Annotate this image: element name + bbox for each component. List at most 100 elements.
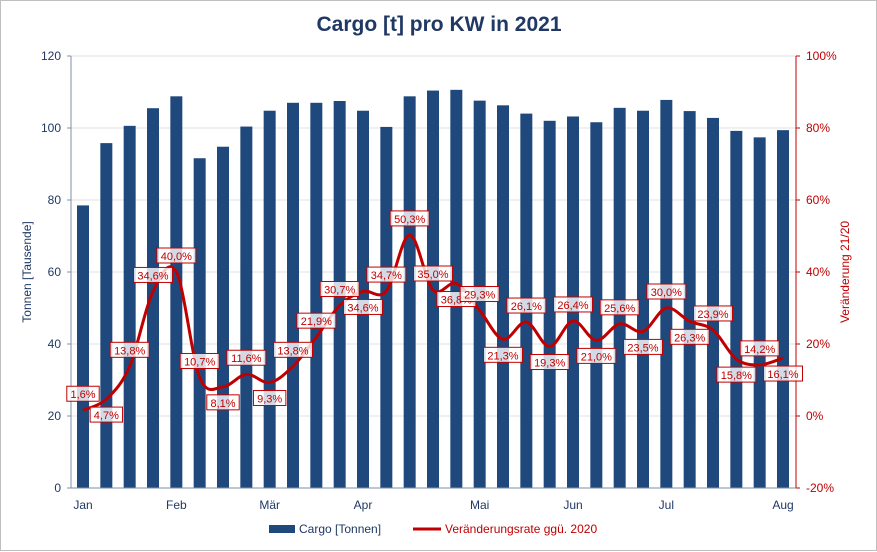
bar [123, 125, 136, 488]
y2-tick-label: 60% [806, 193, 830, 207]
data-label-box [459, 286, 500, 303]
bar [287, 102, 299, 489]
data-label: 10,7% [184, 356, 215, 368]
x-tick-label: Jan [73, 498, 92, 512]
bar [613, 107, 626, 488]
data-label-box [599, 299, 640, 316]
data-label: 13,8% [277, 345, 308, 357]
bar [310, 102, 323, 489]
bar [193, 158, 206, 489]
bar [683, 111, 696, 488]
bar [403, 96, 416, 488]
data-label: 34,7% [371, 270, 402, 282]
data-label: 26,1% [511, 301, 542, 313]
y-tick-label: 0 [54, 481, 61, 495]
bar [753, 137, 766, 489]
data-label: 30,7% [324, 284, 355, 296]
data-label-box [693, 305, 733, 322]
data-label: 40,0% [161, 251, 192, 263]
data-label-box [273, 341, 313, 358]
data-label-box [296, 312, 337, 329]
data-label-box [206, 394, 240, 411]
bar [637, 110, 649, 488]
legend-label-line: Veränderungsrate ggü. 2020 [445, 522, 597, 536]
x-tick-label: Jul [659, 498, 674, 512]
data-label-box [739, 340, 780, 357]
y-tick-label: 120 [41, 49, 61, 63]
data-label-box [529, 354, 570, 371]
data-label-box [89, 406, 124, 423]
data-label: 14,2% [744, 344, 775, 356]
y-axis-label: Tonnen [Tausende] [20, 221, 34, 322]
bar [240, 126, 253, 488]
bar [77, 205, 89, 488]
data-label: 26,4% [557, 300, 588, 312]
data-label-box [156, 247, 197, 264]
bar [100, 143, 113, 488]
data-label: 26,3% [674, 332, 705, 344]
y-tick-label: 80 [48, 193, 62, 207]
x-tick-label: Mai [470, 498, 489, 512]
y2-tick-label: 0% [806, 409, 824, 423]
x-tick-label: Apr [354, 498, 373, 512]
x-tick-label: Jun [563, 498, 582, 512]
data-label: 23,9% [697, 309, 728, 321]
data-label-box [389, 210, 430, 227]
bar [497, 105, 509, 488]
bar [217, 146, 229, 488]
data-label: 34,6% [347, 302, 378, 314]
data-label: 19,3% [534, 358, 565, 370]
data-label-box [669, 328, 710, 345]
data-label-box [252, 390, 287, 407]
data-label-box [133, 266, 173, 283]
data-label-box [553, 296, 593, 313]
data-label: 29,3% [464, 290, 495, 302]
data-label-box [716, 366, 757, 383]
y-tick-label: 40 [48, 337, 62, 351]
data-label-box [576, 347, 617, 364]
data-label: 4,7% [94, 410, 119, 422]
data-label: 8,1% [210, 398, 235, 410]
data-label-box [646, 283, 687, 300]
data-label-box [66, 385, 100, 402]
data-label-box [343, 298, 383, 315]
data-label-box [483, 346, 523, 363]
data-label: 9,3% [257, 394, 282, 406]
bar [380, 126, 393, 489]
data-label-box [506, 297, 547, 314]
data-label: 21,3% [487, 350, 518, 362]
data-label-box [109, 341, 150, 358]
data-label: 11,6% [231, 353, 262, 365]
data-label-box [179, 352, 220, 369]
y2-tick-label: 40% [806, 265, 830, 279]
data-label: 21,9% [301, 316, 332, 328]
chart-title: Cargo [t] pro KW in 2021 [316, 13, 561, 36]
data-label: 23,5% [627, 342, 658, 354]
legend-label-bars: Cargo [Tonnen] [299, 522, 381, 536]
x-tick-label: Aug [772, 498, 793, 512]
data-label-box [226, 349, 267, 366]
y-tick-label: 60 [48, 265, 62, 279]
data-label: 30,0% [651, 287, 682, 299]
bar [777, 130, 789, 488]
data-label-box [366, 266, 407, 283]
bar [590, 122, 603, 489]
data-label: 16,1% [767, 369, 798, 381]
data-label: 25,6% [604, 303, 635, 315]
y-tick-label: 100 [41, 121, 61, 135]
x-tick-label: Mär [259, 498, 280, 512]
bar [263, 110, 276, 488]
data-label: 35,0% [417, 269, 448, 281]
y2-tick-label: 100% [806, 49, 837, 63]
y2-axis-label: Veränderung 21/20 [838, 221, 852, 323]
data-label-box [413, 265, 453, 282]
legend-swatch-bars [269, 525, 295, 533]
y2-tick-label: 20% [806, 337, 830, 351]
bar [543, 120, 556, 489]
data-label: 34,6% [137, 270, 168, 282]
data-label-box [623, 338, 663, 355]
data-label-box [319, 280, 360, 297]
bar [730, 130, 743, 488]
data-label-box [763, 365, 803, 382]
